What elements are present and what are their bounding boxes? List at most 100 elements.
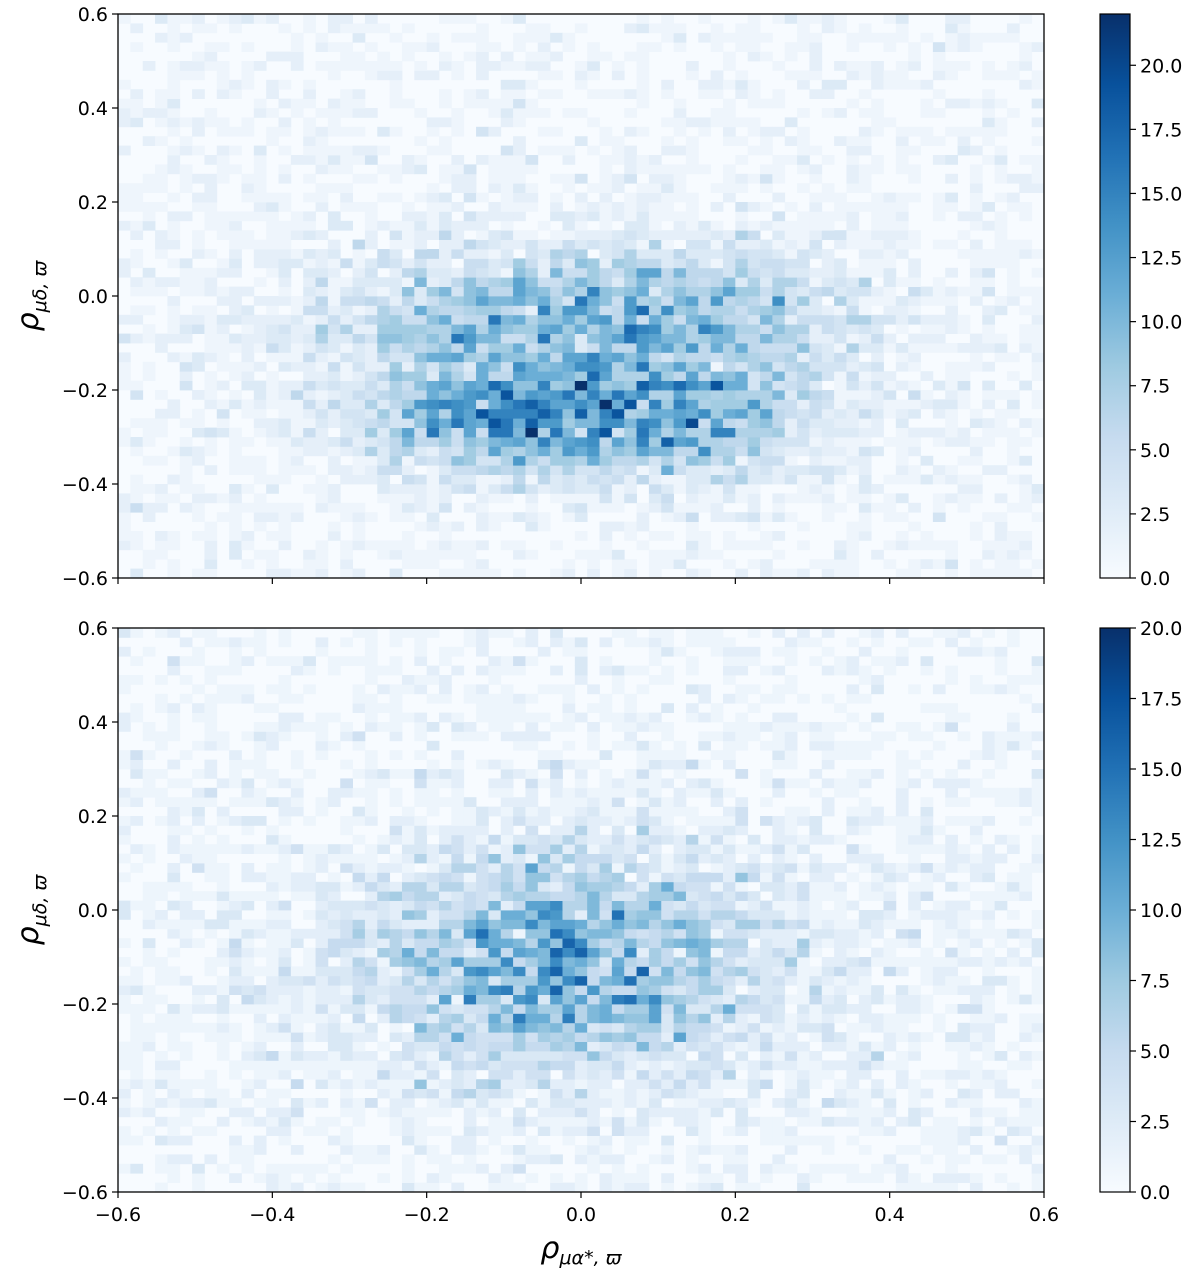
heatmap-cell bbox=[426, 910, 440, 920]
heatmap-cell bbox=[858, 136, 872, 146]
heatmap-cell bbox=[401, 1088, 415, 1099]
heatmap-cell bbox=[377, 881, 391, 892]
heatmap-cell bbox=[192, 267, 205, 278]
heatmap-cell bbox=[463, 51, 477, 62]
heatmap-cell bbox=[167, 70, 181, 81]
heatmap-cell bbox=[179, 70, 193, 81]
heatmap-cell bbox=[760, 1013, 773, 1024]
heatmap-cell bbox=[118, 202, 131, 212]
heatmap-cell bbox=[636, 371, 650, 381]
heatmap-cell bbox=[760, 994, 773, 1005]
heatmap-cell bbox=[439, 891, 452, 901]
heatmap-cell bbox=[216, 42, 230, 52]
heatmap-cell bbox=[155, 484, 168, 494]
heatmap-cell bbox=[315, 61, 329, 71]
heatmap-cell bbox=[821, 343, 835, 353]
heatmap-cell bbox=[401, 540, 415, 551]
heatmap-cell bbox=[722, 975, 736, 986]
heatmap-cell bbox=[920, 1182, 934, 1193]
heatmap-cell bbox=[969, 1060, 983, 1071]
heatmap-cell bbox=[908, 919, 921, 930]
heatmap-cell bbox=[364, 474, 378, 485]
heatmap-cell bbox=[784, 296, 798, 306]
heatmap-cell bbox=[476, 975, 489, 986]
heatmap-cell bbox=[130, 42, 144, 52]
heatmap-cell bbox=[735, 474, 749, 485]
heatmap-cell bbox=[340, 1126, 353, 1136]
heatmap-cell bbox=[340, 928, 353, 939]
heatmap-cell bbox=[426, 230, 440, 240]
heatmap-cell bbox=[451, 126, 465, 137]
heatmap-cell bbox=[303, 324, 316, 334]
heatmap-cell bbox=[204, 531, 218, 541]
heatmap-cell bbox=[908, 1013, 921, 1024]
heatmap-cell bbox=[648, 872, 662, 883]
heatmap-cell bbox=[439, 343, 452, 353]
heatmap-cell bbox=[1019, 418, 1033, 428]
heatmap-cell bbox=[204, 437, 218, 447]
heatmap-cell bbox=[710, 32, 724, 43]
heatmap-cell bbox=[797, 1116, 810, 1127]
heatmap-cell bbox=[266, 957, 279, 967]
heatmap-cell bbox=[784, 910, 798, 920]
heatmap-cell bbox=[241, 1004, 255, 1014]
heatmap-cell bbox=[463, 1051, 477, 1061]
heatmap-cell bbox=[698, 1173, 712, 1183]
heatmap-cell bbox=[760, 1060, 773, 1071]
heatmap-cell bbox=[476, 891, 489, 901]
heatmap-cell bbox=[673, 361, 687, 372]
heatmap-cell bbox=[229, 427, 242, 438]
heatmap-cell bbox=[167, 568, 181, 579]
heatmap-cell bbox=[525, 258, 539, 269]
heatmap-cell bbox=[1006, 371, 1020, 381]
heatmap-cell bbox=[463, 427, 477, 438]
heatmap-cell bbox=[513, 164, 526, 175]
heatmap-cell bbox=[760, 975, 773, 986]
heatmap-cell bbox=[982, 126, 996, 137]
heatmap-cell bbox=[574, 446, 588, 457]
heatmap-cell bbox=[229, 23, 242, 34]
heatmap-cell bbox=[784, 202, 798, 212]
heatmap-cell bbox=[685, 1032, 699, 1042]
heatmap-cell bbox=[192, 891, 205, 901]
heatmap-cell bbox=[809, 947, 823, 958]
heatmap-cell bbox=[784, 371, 798, 381]
heatmap-cell bbox=[426, 296, 440, 306]
heatmap-cell bbox=[352, 521, 366, 532]
heatmap-cell bbox=[253, 465, 267, 475]
heatmap-cell bbox=[1031, 1173, 1045, 1183]
heatmap-cell bbox=[537, 305, 551, 316]
heatmap-cell bbox=[241, 1079, 255, 1089]
heatmap-cell bbox=[858, 418, 872, 428]
heatmap-cell bbox=[290, 51, 304, 62]
heatmap-cell bbox=[797, 1069, 810, 1080]
heatmap-cell bbox=[797, 1022, 810, 1033]
heatmap-cell bbox=[229, 230, 242, 240]
heatmap-cell bbox=[500, 1145, 514, 1155]
heatmap-cell bbox=[1006, 975, 1020, 986]
heatmap-cell bbox=[389, 296, 403, 306]
heatmap-cell bbox=[710, 881, 724, 892]
heatmap-cell bbox=[229, 14, 242, 24]
heatmap-cell bbox=[192, 994, 205, 1005]
heatmap-cell bbox=[118, 14, 131, 24]
heatmap-cell bbox=[303, 985, 316, 995]
heatmap-cell bbox=[439, 380, 452, 391]
heatmap-cell bbox=[266, 1060, 279, 1071]
heatmap-cell bbox=[315, 985, 329, 995]
heatmap-cell bbox=[340, 286, 353, 297]
heatmap-cell bbox=[253, 1051, 267, 1061]
heatmap-cell bbox=[439, 484, 452, 494]
heatmap-cell bbox=[401, 1051, 415, 1061]
heatmap-cell bbox=[747, 408, 761, 419]
heatmap-cell bbox=[426, 957, 440, 967]
heatmap-cell bbox=[698, 891, 712, 901]
heatmap-cell bbox=[648, 493, 662, 504]
heatmap-cell bbox=[1019, 549, 1033, 560]
heatmap-cell bbox=[698, 493, 712, 504]
heatmap-cell bbox=[377, 1145, 391, 1155]
heatmap-cell bbox=[439, 371, 452, 381]
heatmap-cell bbox=[1031, 994, 1045, 1005]
heatmap-cell bbox=[537, 380, 551, 391]
heatmap-cell bbox=[710, 1107, 724, 1118]
